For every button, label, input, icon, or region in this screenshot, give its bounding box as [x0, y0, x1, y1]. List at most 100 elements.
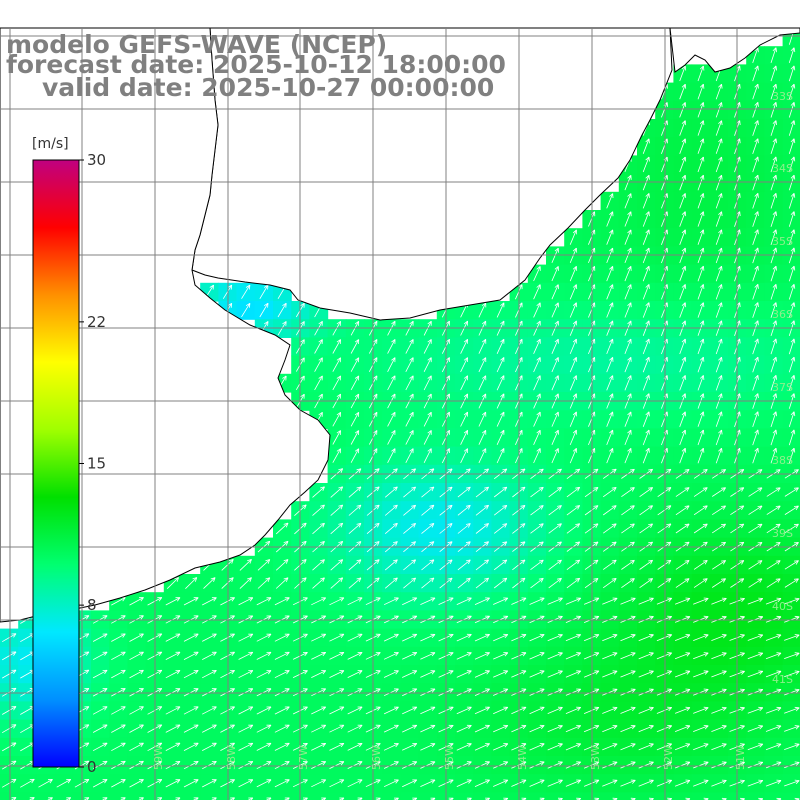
- wind-arrow-head: [758, 430, 759, 435]
- wind-cell: [382, 337, 401, 356]
- wind-cell: [328, 501, 347, 520]
- wind-cell: [419, 319, 438, 338]
- wind-arrow-head: [795, 635, 800, 636]
- wind-cell: [692, 574, 711, 593]
- wind-cell: [200, 774, 219, 793]
- wind-cell: [91, 701, 110, 720]
- wind-cell: [601, 501, 620, 520]
- colorbar-tick-label: 22: [87, 313, 106, 331]
- wind-cell: [291, 629, 310, 648]
- wind-arrow-head: [722, 321, 723, 325]
- wind-cell: [346, 701, 365, 720]
- wind-cell: [601, 519, 620, 538]
- wind-cell: [473, 483, 492, 502]
- wind-cell: [328, 337, 347, 356]
- wind-arrow-head: [758, 375, 759, 380]
- wind-cell: [564, 574, 583, 593]
- wind-cell: [692, 501, 711, 520]
- wind-arrow-head: [703, 175, 704, 180]
- wind-cell: [18, 774, 37, 793]
- wind-arrow-head: [758, 470, 762, 471]
- wind-arrow-head: [740, 339, 741, 344]
- wind-arrow-head: [758, 266, 759, 271]
- wind-arrow-head: [758, 542, 762, 543]
- latitude-label: 36S: [772, 308, 793, 321]
- wind-arrow-head: [722, 121, 723, 125]
- wind-cell: [419, 501, 438, 520]
- wind-cell: [91, 738, 110, 757]
- wind-cell: [382, 319, 401, 338]
- wind-arrow-head: [722, 139, 723, 143]
- wind-arrow-head: [722, 266, 723, 270]
- wind-arrow-head: [758, 48, 759, 53]
- wind-cell: [237, 738, 256, 757]
- wind-cell: [291, 592, 310, 611]
- wind-cell: [346, 410, 365, 429]
- wind-cell: [237, 756, 256, 775]
- wind-cell: [346, 756, 365, 775]
- wind-arrow-head: [795, 726, 800, 727]
- wind-arrow-head: [703, 375, 704, 380]
- wind-cell: [419, 337, 438, 356]
- latitude-label: 37S: [772, 381, 793, 394]
- wind-cell: [546, 483, 565, 502]
- wind-cell: [746, 519, 765, 538]
- colorbar-tick-label: 15: [87, 455, 106, 473]
- wind-arrow-head: [776, 542, 780, 543]
- wind-cell: [237, 592, 256, 611]
- wind-cell: [400, 374, 419, 393]
- wind-arrow-head: [703, 248, 704, 253]
- wind-arrow-head: [722, 284, 723, 288]
- colorbar-tick-label: 0: [87, 758, 97, 776]
- wind-cell: [346, 483, 365, 502]
- wind-cell: [309, 720, 328, 739]
- wind-cell: [400, 428, 419, 447]
- wind-cell: [382, 519, 401, 538]
- wind-arrow-head: [740, 430, 741, 435]
- wind-arrow-head: [703, 339, 704, 344]
- wind-cell: [400, 356, 419, 375]
- wind-cell: [346, 519, 365, 538]
- wind-cell: [328, 774, 347, 793]
- wind-cell: [328, 720, 347, 739]
- wind-cell: [127, 738, 146, 757]
- wind-cell: [255, 647, 274, 666]
- wind-cell: [164, 756, 183, 775]
- wind-cell: [382, 574, 401, 593]
- wind-cell: [291, 647, 310, 666]
- wind-cell: [309, 756, 328, 775]
- wind-cell: [182, 720, 201, 739]
- wind-arrow-head: [776, 579, 780, 580]
- wind-cell: [164, 629, 183, 648]
- longitude-label: 56W: [370, 745, 383, 770]
- wind-arrow-head: [758, 66, 759, 71]
- wind-cell: [491, 556, 510, 575]
- wind-arrow-head: [758, 561, 762, 562]
- wind-cell: [328, 356, 347, 375]
- wind-cell: [673, 574, 692, 593]
- colorbar-unit: [m/s]: [32, 136, 69, 152]
- latitude-label: 34S: [772, 162, 793, 175]
- wind-cell: [255, 774, 274, 793]
- wind-cell: [0, 756, 19, 775]
- wind-arrow-head: [776, 506, 780, 507]
- wind-cell: [0, 629, 19, 648]
- wind-cell: [237, 774, 256, 793]
- longitude-label: 59W: [152, 745, 165, 770]
- wind-cell: [346, 319, 365, 338]
- wind-cell: [673, 519, 692, 538]
- wind-cell: [309, 374, 328, 393]
- wind-arrow-head: [758, 321, 759, 326]
- wind-cell: [273, 756, 292, 775]
- wind-cell: [182, 701, 201, 720]
- wind-cell: [182, 738, 201, 757]
- wind-cell: [127, 792, 146, 800]
- wind-cell: [400, 447, 419, 466]
- wind-cell: [382, 410, 401, 429]
- wind-cell: [164, 774, 183, 793]
- wind-cell: [164, 738, 183, 757]
- wind-arrow-head: [758, 579, 762, 580]
- wind-cell: [710, 574, 729, 593]
- wind-cell: [400, 319, 419, 338]
